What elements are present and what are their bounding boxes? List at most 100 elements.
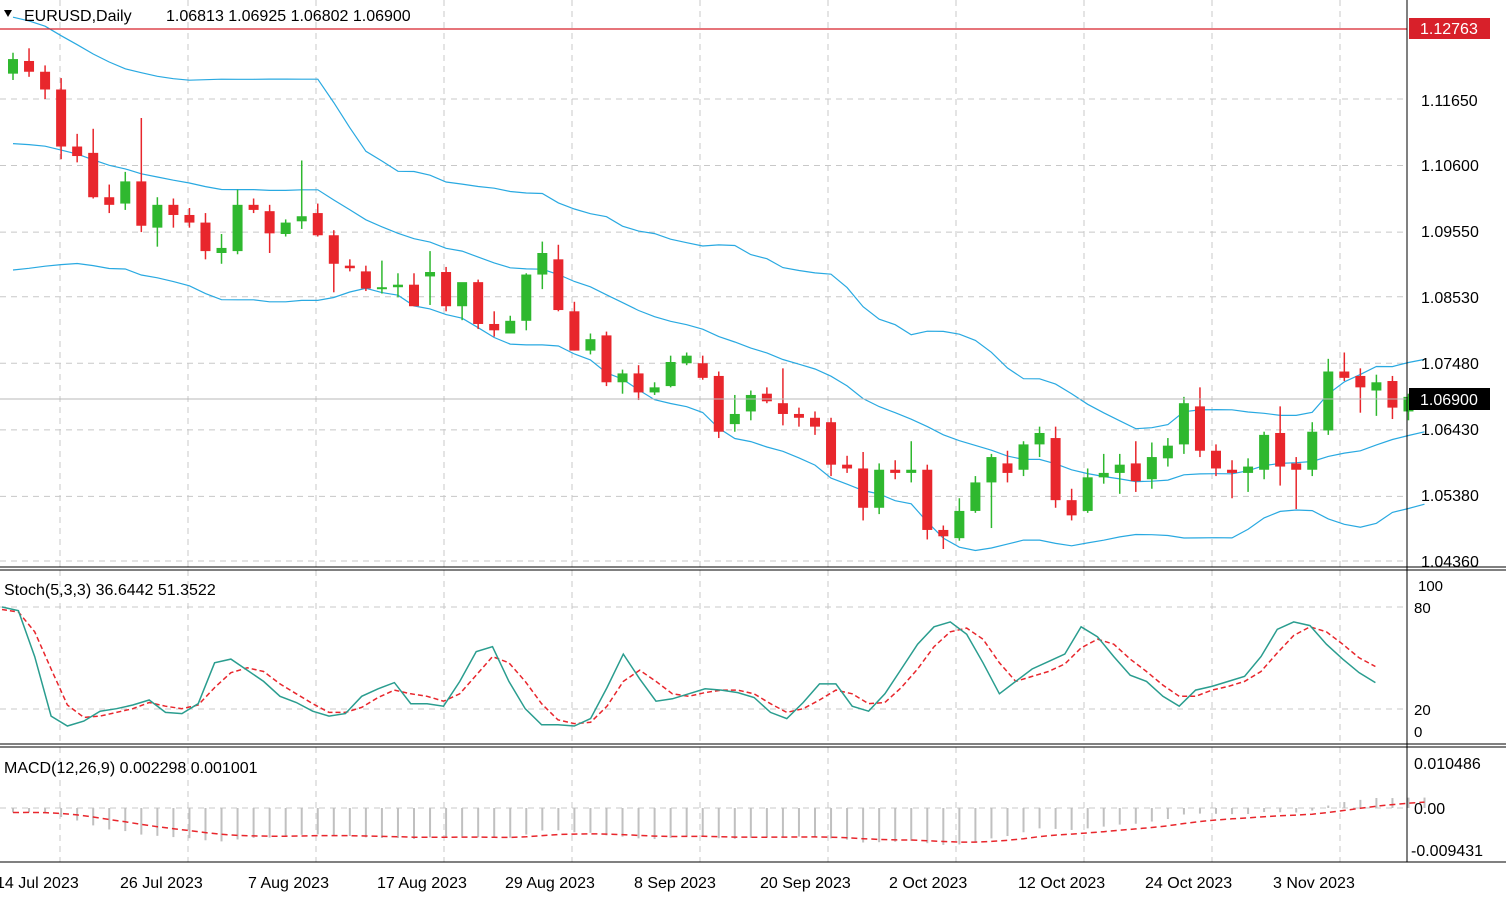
- candle: [1098, 453, 1109, 484]
- candle-body: [441, 272, 452, 307]
- candle: [922, 464, 933, 540]
- candle-body: [1211, 450, 1221, 469]
- date-axis: 14 Jul 2023 26 Jul 2023 7 Aug 2023 17 Au…: [0, 875, 1355, 892]
- stochastic-lines: [1, 606, 1376, 727]
- candle: [761, 387, 772, 404]
- candle-body: [761, 393, 772, 402]
- ohlc-label: 1.06813 1.06925 1.06802 1.06900: [166, 8, 411, 25]
- candle-body: [232, 204, 243, 252]
- price-tick-label: 1.05380: [1421, 488, 1479, 505]
- candle: [136, 118, 147, 233]
- candle-body: [777, 403, 788, 414]
- candle: [505, 315, 516, 334]
- macd-label: MACD(12,26,9) 0.002298 0.001001: [4, 760, 258, 777]
- red-level-price-label: 1.12763: [1420, 21, 1478, 38]
- candle-body: [810, 417, 820, 427]
- price-tick-label: 1.04360: [1421, 554, 1479, 571]
- date-tick-label: 12 Oct 2023: [1018, 875, 1105, 892]
- candle: [665, 355, 676, 388]
- candle: [569, 301, 580, 351]
- candle-body: [858, 468, 869, 508]
- candle-body: [473, 282, 484, 324]
- candle-body: [617, 373, 628, 383]
- candle-body: [1050, 438, 1061, 501]
- candle-body: [649, 387, 660, 393]
- candle: [793, 407, 804, 427]
- dropdown-triangle-icon[interactable]: [4, 10, 12, 17]
- candle: [1066, 488, 1077, 521]
- macd-tick-label: 0.00: [1414, 801, 1445, 818]
- stoch-label: Stoch(5,3,3) 36.6442 51.3522: [4, 582, 216, 599]
- candle: [392, 273, 403, 298]
- candle: [344, 259, 355, 272]
- candle-body: [1066, 500, 1077, 516]
- macd-series: [12, 797, 1426, 845]
- candle: [1403, 393, 1414, 421]
- candle-body: [425, 272, 436, 277]
- candle: [1002, 450, 1013, 483]
- price-tick-label: 1.11650: [1421, 93, 1478, 110]
- candle-body: [938, 529, 949, 537]
- candle-body: [890, 469, 901, 473]
- price-tick-label: 1.08530: [1421, 290, 1479, 307]
- candle: [120, 171, 131, 210]
- stoch-axis: 100 80 20 0: [1414, 578, 1443, 741]
- candle: [425, 251, 436, 305]
- date-tick-label: 8 Sep 2023: [634, 875, 716, 892]
- candle: [200, 213, 211, 260]
- candle-body: [409, 284, 419, 307]
- candle-body: [1227, 469, 1238, 473]
- symbol-label: EURUSD,Daily: [24, 8, 132, 25]
- candle-body: [72, 146, 83, 157]
- candle-body: [248, 204, 259, 210]
- candle: [537, 241, 548, 290]
- candle-body: [553, 259, 564, 311]
- candle-body: [152, 204, 163, 228]
- candle: [585, 333, 596, 355]
- candle: [457, 282, 468, 321]
- candle: [1082, 468, 1093, 513]
- candle: [72, 133, 83, 163]
- price-tick-label: 1.06430: [1421, 422, 1479, 439]
- candle: [1146, 442, 1157, 489]
- candle: [473, 279, 484, 330]
- candle: [553, 244, 564, 312]
- candle: [264, 204, 275, 253]
- date-tick-label: 14 Jul 2023: [0, 875, 79, 892]
- candle: [1355, 368, 1366, 413]
- candle: [617, 369, 628, 394]
- candle-body: [1162, 445, 1173, 459]
- candle: [970, 476, 981, 513]
- bollinger-middle: [12, 143, 1425, 483]
- candle-body: [200, 222, 211, 252]
- candle-body: [874, 469, 885, 508]
- candle: [1050, 426, 1061, 508]
- candle-body: [24, 60, 35, 72]
- candle-body: [1275, 432, 1286, 467]
- candle: [232, 189, 243, 255]
- candle: [376, 260, 387, 294]
- price-tick-label: 1.10600: [1421, 158, 1479, 175]
- candle: [633, 365, 644, 401]
- price-axis: 1.11650 1.10600 1.09550 1.08530 1.07480 …: [1421, 93, 1479, 571]
- candle-body: [328, 235, 339, 264]
- candle: [24, 48, 35, 77]
- candle-body: [1387, 381, 1398, 408]
- candle-body: [1291, 463, 1302, 470]
- candle: [842, 455, 853, 473]
- candle: [168, 198, 179, 228]
- candle: [729, 394, 740, 432]
- candle-body: [521, 274, 532, 321]
- candle: [1114, 453, 1125, 494]
- candle: [1211, 444, 1221, 477]
- candle-body: [713, 375, 724, 432]
- candle-body: [906, 469, 917, 473]
- candle: [938, 525, 949, 549]
- candle-body: [296, 216, 307, 222]
- candle: [1387, 375, 1398, 420]
- candle: [8, 52, 18, 80]
- stoch-tick-label: 100: [1418, 578, 1443, 595]
